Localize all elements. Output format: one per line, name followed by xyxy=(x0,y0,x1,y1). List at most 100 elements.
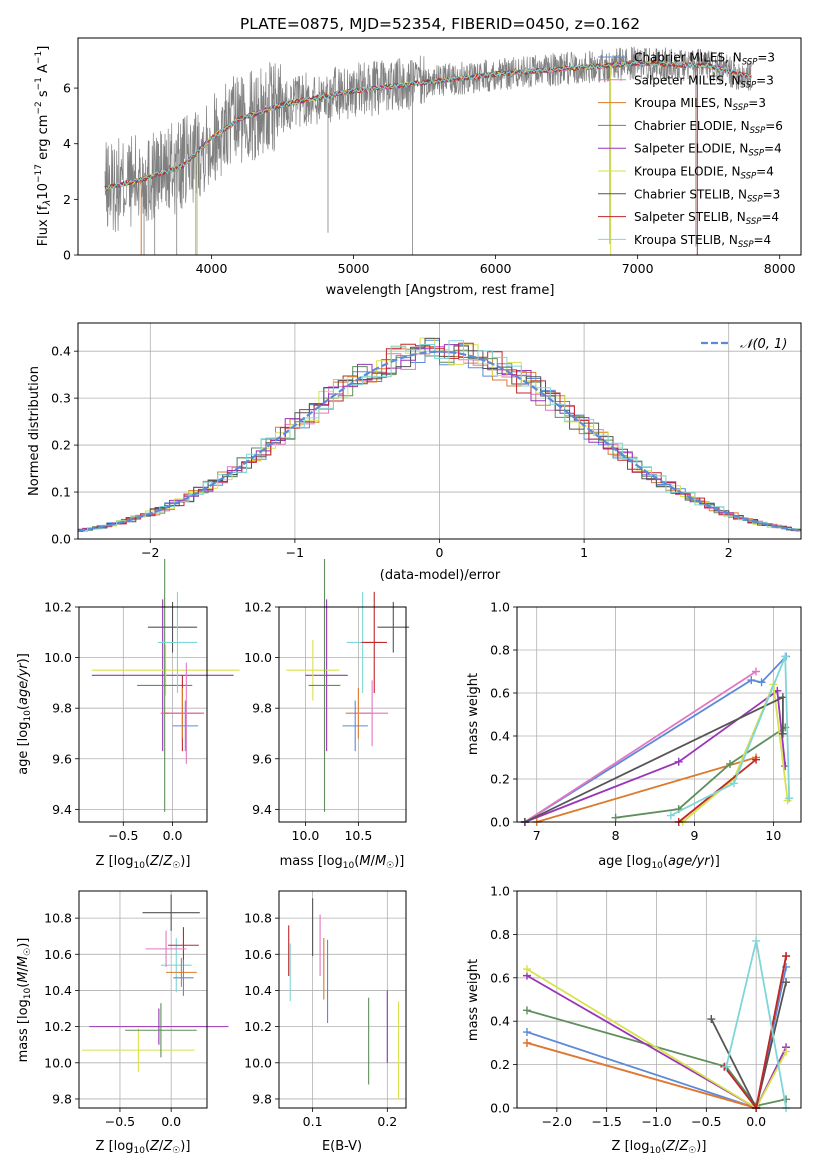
y-tick-label: 10.4 xyxy=(44,983,72,998)
weight-vs-Z-ylabel: mass weight xyxy=(466,959,481,1041)
mass-weight-line xyxy=(615,726,786,819)
mass-weight-marker xyxy=(726,759,734,768)
weight-vs-Z-frame xyxy=(516,890,802,1109)
y-tick-label: 0.8 xyxy=(490,927,510,942)
x-tick-label: −1 xyxy=(286,545,304,560)
mass-vs-Z-ticks: −0.5 0.0 9.8 10.0 10.2 10.4 10.6 10.8 xyxy=(44,891,207,1129)
age-vs-Z-frame xyxy=(78,606,208,823)
y-tick-label: 2 xyxy=(63,192,71,207)
legend-label: Kroupa STELIB, NSSP=4 xyxy=(634,233,771,250)
x-tick-label: −1.0 xyxy=(641,1114,671,1129)
x-tick-label: 0 xyxy=(436,545,444,560)
x-tick-label: 0.1 xyxy=(303,1114,323,1129)
weight-vs-Z-xlabel: Z [log10(Z/Z☉)] xyxy=(612,1139,707,1156)
x-tick-label: 4000 xyxy=(196,261,228,276)
mass-vs-Z-ylabel: mass [log10(M/M☉)] xyxy=(16,938,33,1063)
residuals-legend: 𝒩(0, 1) xyxy=(701,337,787,352)
age-vs-Z-ticks: −0.5 0.0 9.4 9.6 9.8 10.0 10.2 xyxy=(44,600,207,843)
x-tick-label: 10.0 xyxy=(292,828,320,843)
y-tick-label: 1.0 xyxy=(490,884,510,899)
mass-weight-line xyxy=(524,689,787,823)
y-tick-label: 10.6 xyxy=(244,947,272,962)
y-tick-label: 10.6 xyxy=(44,947,72,962)
residuals-ylabel: Normed distribution xyxy=(27,366,42,496)
mass-vs-ebv-frame xyxy=(278,890,407,1109)
x-tick-label: 7000 xyxy=(622,261,654,276)
y-tick-label: 0.2 xyxy=(490,772,510,787)
legend-label: Kroupa ELODIE, NSSP=4 xyxy=(634,165,774,182)
age-vs-mass-errorbars xyxy=(286,558,410,812)
y-tick-label: 9.8 xyxy=(252,701,272,716)
spectrum-model-line xyxy=(104,60,752,191)
x-tick-label: −2.0 xyxy=(542,1114,572,1129)
y-tick-label: 0.2 xyxy=(490,1057,510,1072)
mass-vs-Z-panel: −0.5 0.0 9.8 10.0 10.2 10.4 10.6 10.8 Z [log10(… xyxy=(16,890,229,1156)
age-vs-mass-panel: 10.0 10.5 9.4 9.6 9.8 10.0 10.2 mass [log10(M/… xyxy=(244,558,410,871)
mass-weight-line xyxy=(682,680,789,823)
residuals-xlabel: (data-model)/error xyxy=(380,568,501,583)
mass-weight-marker xyxy=(782,978,791,987)
y-tick-label: 0.6 xyxy=(490,686,510,701)
mass-weight-marker xyxy=(522,965,531,974)
spectrum-legend: Chabrier MILES, NSSP=3 Salpeter MILES, NS… xyxy=(598,51,783,250)
mass-weight-marker xyxy=(781,652,790,661)
x-tick-label: −2 xyxy=(141,545,159,560)
y-tick-label: 0.0 xyxy=(490,1101,510,1116)
mass-weight-line xyxy=(524,655,787,823)
y-tick-label: 0.0 xyxy=(490,815,510,830)
y-tick-label: 9.6 xyxy=(252,751,272,766)
x-tick-label: 2 xyxy=(725,545,733,560)
y-tick-label: 0.4 xyxy=(490,1014,510,1029)
y-tick-label: 0.6 xyxy=(490,970,510,985)
mass-weight-marker xyxy=(666,811,675,820)
y-tick-label: 9.4 xyxy=(252,802,272,817)
spectrum-panel: PLATE=0875, MJD=52354, FIBERID=0450, z=0… xyxy=(34,15,802,298)
spectrum-frame xyxy=(77,37,802,256)
y-tick-label: 10.8 xyxy=(44,911,72,926)
y-tick-label: 10.4 xyxy=(244,983,272,998)
y-tick-label: 0.0 xyxy=(51,532,71,547)
y-tick-label: 0.4 xyxy=(51,344,71,359)
mass-weight-line xyxy=(526,1009,787,1107)
y-tick-label: 10.2 xyxy=(44,600,72,615)
mass-weight-line xyxy=(524,670,757,823)
mass-weight-marker xyxy=(778,729,787,738)
mass-weight-marker xyxy=(729,779,738,788)
y-tick-label: 4 xyxy=(63,136,71,151)
age-vs-mass-xlabel: mass [log10(M/M☉)] xyxy=(280,854,405,871)
legend-label: Chabrier MILES, NSSP=3 xyxy=(634,51,775,68)
mass-weight-marker xyxy=(782,1095,791,1104)
legend-label: Salpeter MILES, NSSP=3 xyxy=(634,73,774,90)
legend-label: Chabrier ELODIE, NSSP=6 xyxy=(634,119,783,136)
spectrum-lines xyxy=(104,46,752,255)
mass-weight-marker xyxy=(522,1006,531,1015)
normal-curve xyxy=(78,350,801,532)
x-tick-label: 10 xyxy=(765,828,781,843)
residuals-legend-label: 𝒩(0, 1) xyxy=(740,337,787,352)
x-tick-label: 8000 xyxy=(764,261,796,276)
residuals-frame xyxy=(77,322,802,540)
x-tick-label: 7 xyxy=(533,828,541,843)
mass-weight-marker xyxy=(674,757,683,766)
y-tick-label: 0.8 xyxy=(490,643,510,658)
x-tick-label: 6000 xyxy=(480,261,512,276)
y-tick-label: 10.2 xyxy=(244,1019,272,1034)
y-tick-label: 1.0 xyxy=(490,600,510,615)
x-tick-label: 8 xyxy=(612,828,620,843)
mass-weight-line xyxy=(723,955,787,1111)
y-tick-label: 10.2 xyxy=(44,1019,72,1034)
residuals-histograms xyxy=(78,337,801,533)
x-tick-label: 9 xyxy=(691,828,699,843)
y-tick-label: 6 xyxy=(63,81,71,96)
residual-histogram xyxy=(78,340,801,532)
mass-vs-Z-errorbars xyxy=(82,894,229,1072)
mass-weight-marker xyxy=(722,1062,731,1071)
y-tick-label: 10.2 xyxy=(244,600,272,615)
x-tick-label: −1.5 xyxy=(592,1114,622,1129)
legend-label: Chabrier STELIB, NSSP=3 xyxy=(634,187,780,204)
y-tick-label: 9.8 xyxy=(252,1091,272,1106)
age-vs-Z-panel: −0.5 0.0 9.4 9.6 9.8 10.0 10.2 Z [log10(Z/Z☉)]… xyxy=(16,558,240,871)
spectrum-ticks: 4000 5000 6000 7000 8000 0 2 4 6 xyxy=(63,81,796,276)
y-tick-label: 10.0 xyxy=(44,650,72,665)
